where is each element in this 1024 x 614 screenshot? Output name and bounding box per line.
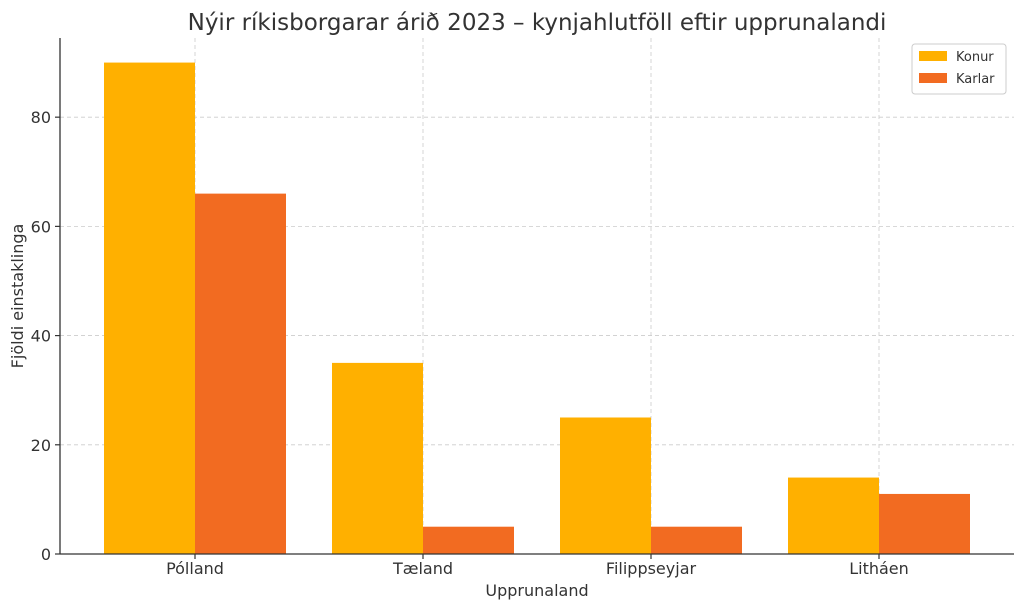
x-tick-label: Tæland xyxy=(392,559,453,578)
y-tick-label: 20 xyxy=(31,436,51,455)
bar-konur-3 xyxy=(788,477,879,554)
legend: Konur Karlar xyxy=(911,43,1007,95)
x-tick-label: Filippseyjar xyxy=(606,559,697,578)
legend-swatch-karlar xyxy=(919,73,947,83)
bar-karlar-0 xyxy=(195,193,286,554)
y-tick-label: 0 xyxy=(41,545,51,564)
y-tick-label: 80 xyxy=(31,108,51,127)
x-tick-label: Litháen xyxy=(849,559,909,578)
chart-title: Nýir ríkisborgarar árið 2023 – kynjahlut… xyxy=(188,10,887,36)
bar-konur-2 xyxy=(560,417,651,554)
bar-konur-0 xyxy=(104,62,195,554)
y-ticks: 0 20 40 60 80 xyxy=(31,108,60,564)
bar-karlar-2 xyxy=(651,526,742,554)
axes xyxy=(59,38,1014,555)
bar-karlar-1 xyxy=(423,526,514,554)
bar-konur-1 xyxy=(332,362,423,554)
x-tick-label: Pólland xyxy=(166,559,224,578)
y-tick-label: 60 xyxy=(31,217,51,236)
legend-swatch-konur xyxy=(919,51,947,61)
bars xyxy=(104,62,970,554)
x-axis-label: Upprunaland xyxy=(485,581,588,600)
legend-label-karlar: Karlar xyxy=(956,72,995,87)
legend-label-konur: Konur xyxy=(956,50,994,65)
x-ticks: Pólland Tæland Filippseyjar Litháen xyxy=(166,554,909,578)
y-axis-label: Fjöldi einstaklinga xyxy=(8,224,27,369)
y-tick-label: 40 xyxy=(31,327,51,346)
bar-karlar-3 xyxy=(879,493,970,554)
